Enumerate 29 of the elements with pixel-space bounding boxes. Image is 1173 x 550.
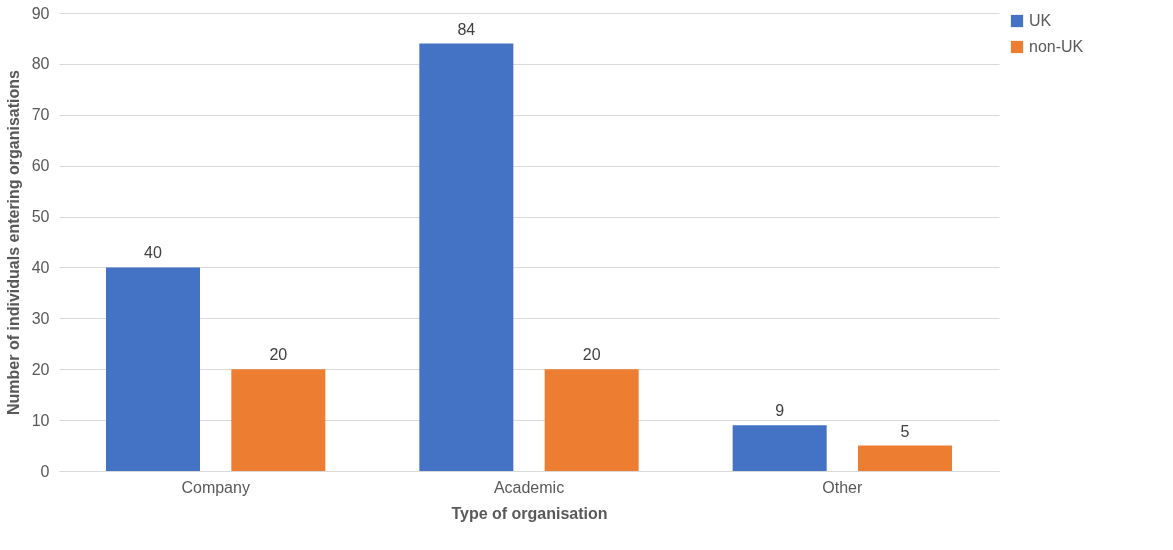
y-tick-label: 60 <box>31 157 50 175</box>
bar <box>106 267 200 471</box>
y-tick-label: 90 <box>31 4 50 22</box>
y-tick-label: 50 <box>31 208 50 226</box>
legend-label: UK <box>1029 12 1052 29</box>
bar <box>544 369 639 471</box>
y-axis-title: Number of individuals entering organisations <box>4 69 22 415</box>
x-tick-label: Company <box>181 478 250 496</box>
y-tick-label: 80 <box>31 55 50 73</box>
legend-label: non-UK <box>1029 38 1084 55</box>
data-label: 20 <box>582 346 601 364</box>
y-tick-label: 20 <box>31 360 50 378</box>
bar <box>419 43 514 471</box>
x-tick-label: Other <box>822 478 864 496</box>
data-label: 5 <box>900 422 910 440</box>
data-label: 9 <box>775 402 785 420</box>
y-tick-label: 40 <box>31 258 50 276</box>
y-tick-label: 10 <box>31 411 50 429</box>
bar <box>858 445 952 471</box>
data-label: 20 <box>269 346 288 364</box>
y-tick-label: 0 <box>40 462 50 480</box>
x-axis-title: Type of organisation <box>451 504 608 522</box>
data-label: 84 <box>457 20 476 38</box>
bar <box>732 425 827 471</box>
y-tick-label: 70 <box>31 106 50 124</box>
bar <box>231 369 326 471</box>
data-label: 40 <box>144 244 162 262</box>
x-tick-label: Academic <box>493 478 565 496</box>
y-tick-label: 30 <box>31 309 50 327</box>
